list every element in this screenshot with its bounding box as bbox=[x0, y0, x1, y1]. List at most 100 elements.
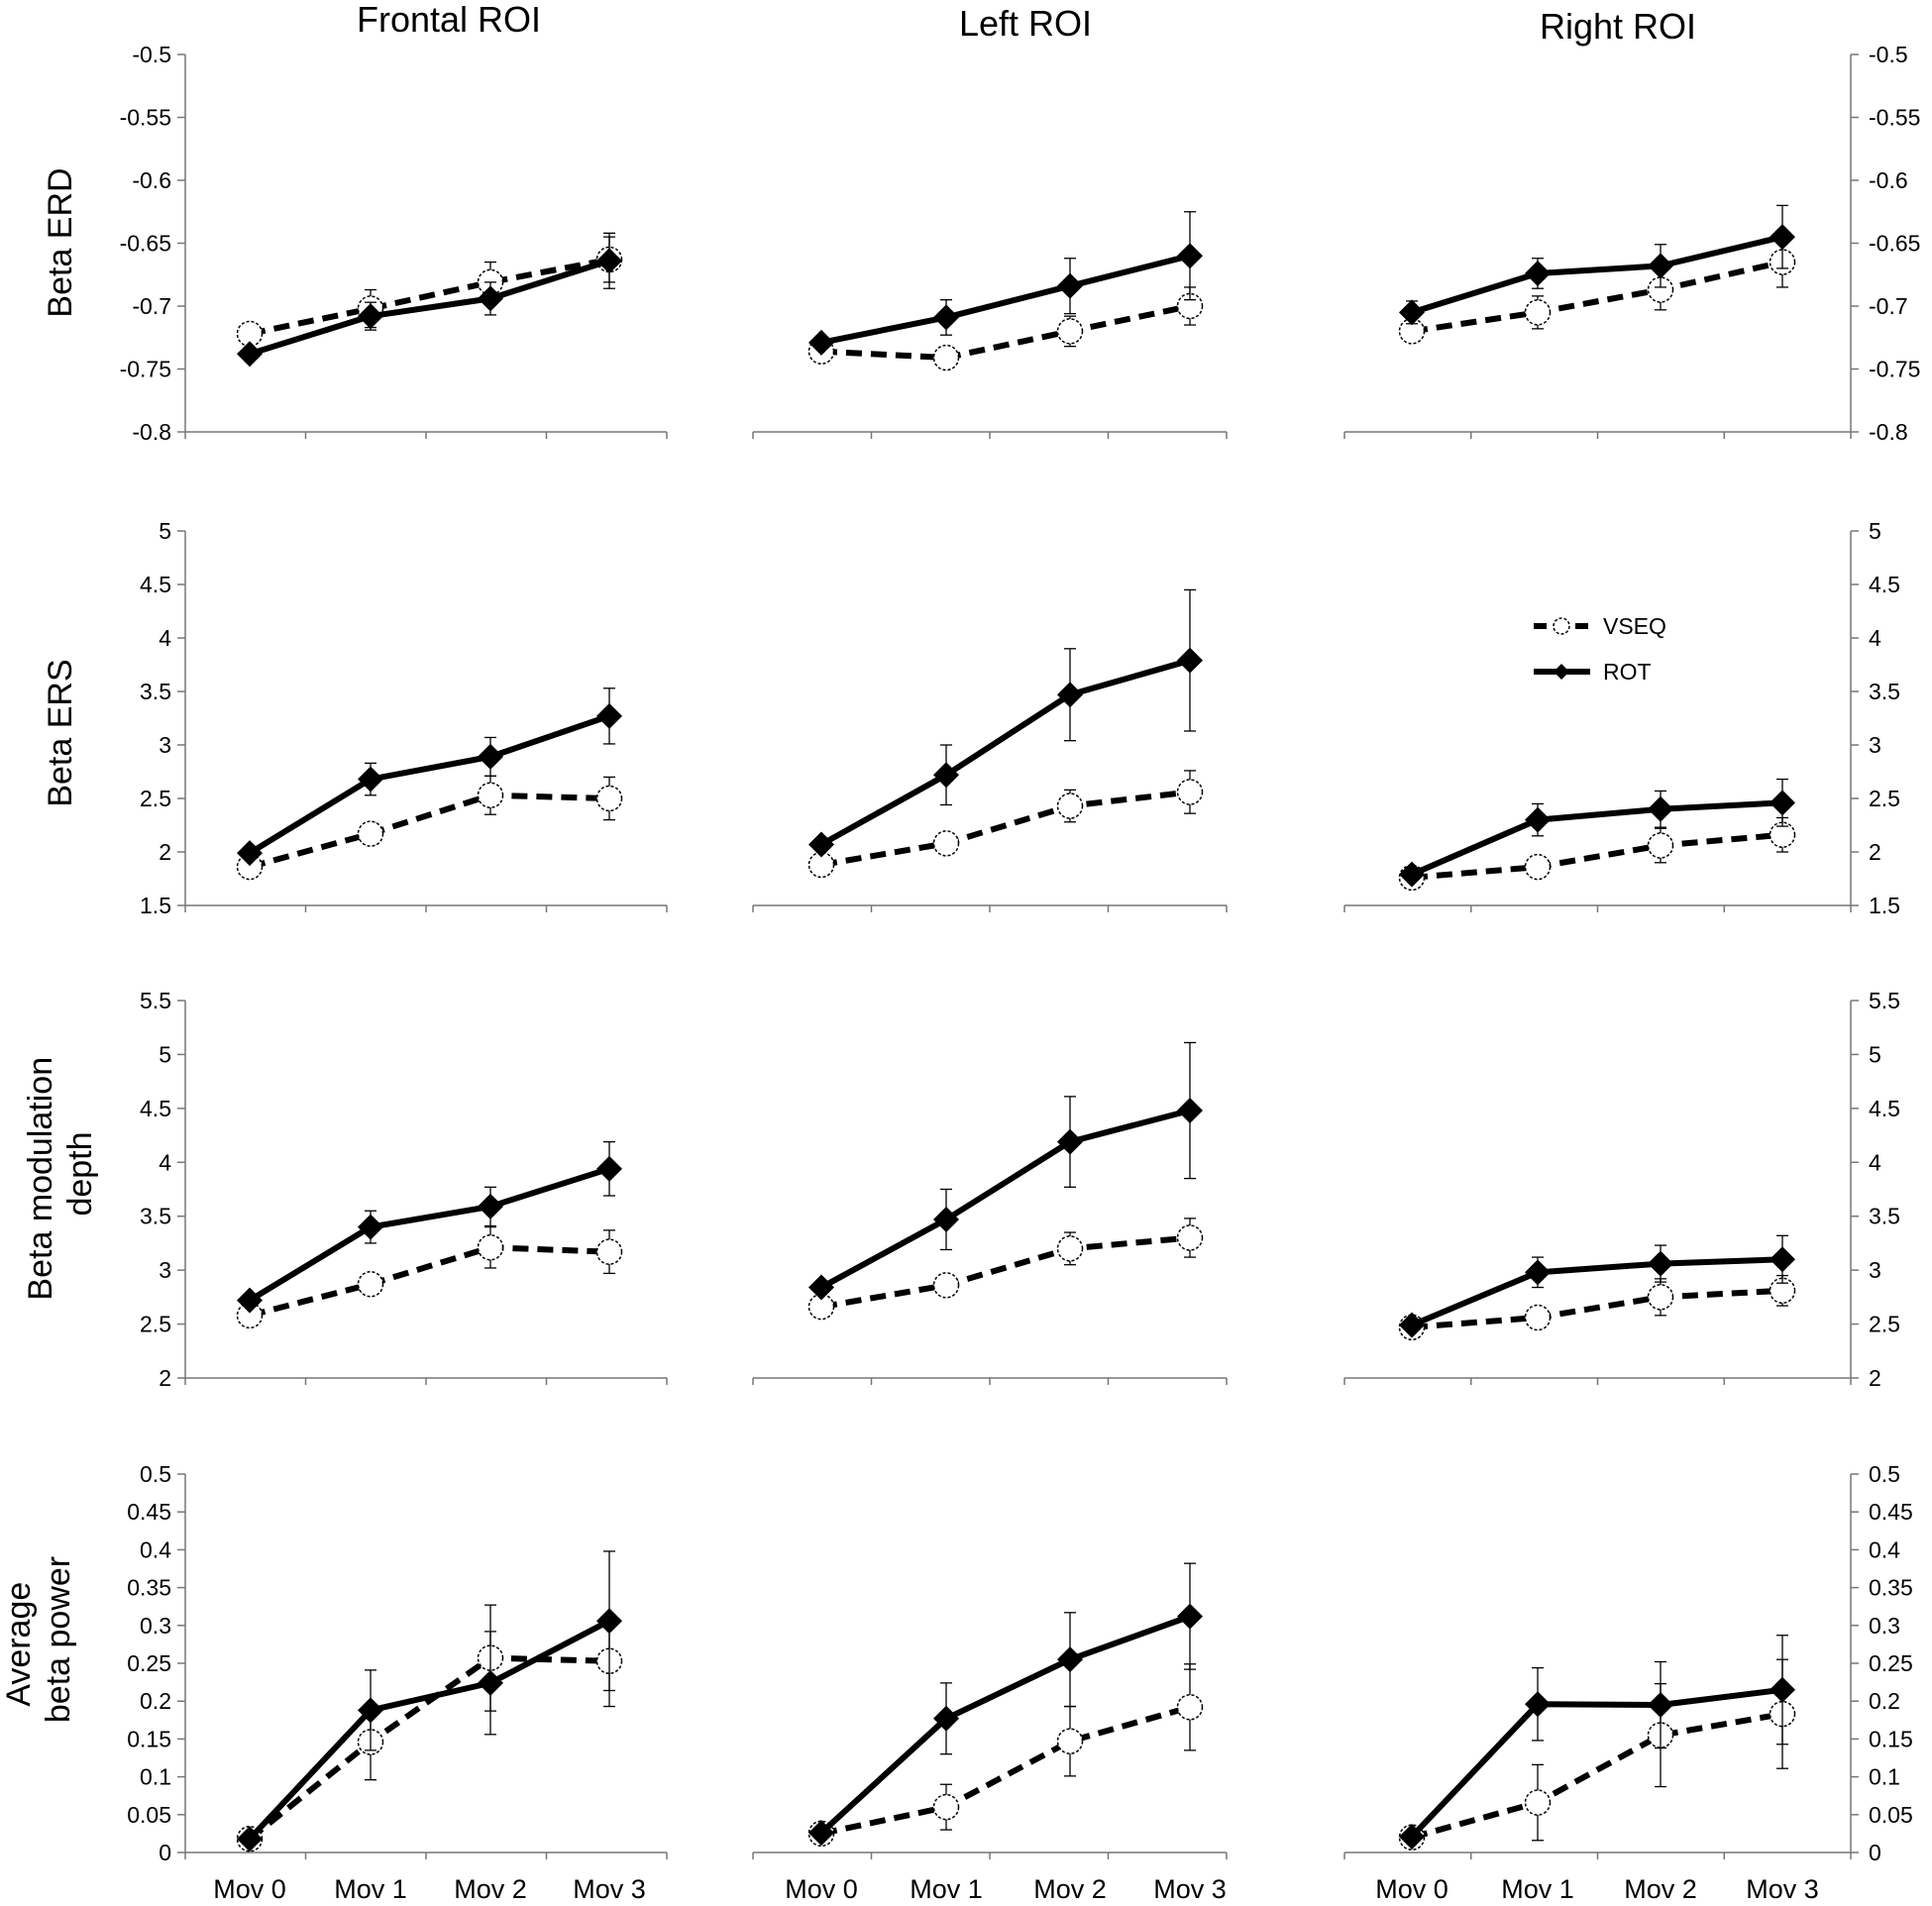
row-label-average-beta-power-line1: Average bbox=[0, 1582, 38, 1707]
y-tick-label: 2.5 bbox=[1869, 1312, 1900, 1337]
series-line bbox=[820, 1234, 1191, 1311]
y-tick-label: 5 bbox=[1869, 1041, 1881, 1067]
series-vseq bbox=[236, 236, 623, 348]
series-rot bbox=[808, 211, 1203, 356]
x-tick-label: Mov 2 bbox=[1624, 1874, 1697, 1904]
data-point-rot bbox=[1177, 647, 1203, 674]
data-point-rot bbox=[1525, 806, 1551, 833]
x-tick-label: Mov 2 bbox=[1033, 1874, 1107, 1904]
series-line bbox=[820, 303, 1191, 362]
x-tick-label: Mov 0 bbox=[785, 1874, 858, 1904]
chart-avg-frontal: 0.5 0.45 0.4 0.35 0.3 0.25 0.2 0.15 0.1 0.05 0 Mov … bbox=[127, 1461, 668, 1904]
series-line bbox=[1411, 1711, 1783, 1841]
y-tick-label: 5 bbox=[159, 1041, 171, 1067]
y-tick-label: 4.5 bbox=[1869, 572, 1900, 597]
series-line bbox=[1411, 259, 1783, 335]
series-vseq bbox=[1398, 236, 1796, 345]
y-tick-label: 0.4 bbox=[1869, 1536, 1900, 1562]
series-rot bbox=[808, 1041, 1203, 1301]
chart-ers-left bbox=[752, 588, 1228, 912]
data-point-vseq bbox=[357, 820, 384, 847]
row-label-beta-ers: Beta ERS bbox=[42, 659, 79, 806]
y-tick-label: 0.5 bbox=[1869, 1461, 1900, 1487]
series-vseq bbox=[807, 770, 1204, 879]
data-point-rot bbox=[1525, 1259, 1551, 1286]
data-point-rot bbox=[1057, 1646, 1083, 1673]
data-point-rot bbox=[358, 766, 383, 793]
series-line bbox=[249, 1244, 610, 1319]
legend: VSEQ ROT bbox=[1534, 613, 1666, 685]
y-tick-label: 0 bbox=[1869, 1840, 1881, 1865]
data-point-vseq bbox=[932, 1793, 960, 1821]
series-rot bbox=[237, 232, 622, 368]
data-point-rot bbox=[478, 1669, 503, 1696]
data-point-rot bbox=[1770, 790, 1795, 816]
data-point-rot bbox=[237, 1826, 263, 1853]
data-point-rot bbox=[1525, 260, 1551, 286]
chart-erd-frontal: -0.5 -0.55 -0.6 -0.65 -0.7 -0.75 -0.8 bbox=[120, 42, 668, 445]
data-point-rot bbox=[358, 1697, 383, 1724]
data-point-rot bbox=[1648, 253, 1673, 279]
y-tick-label: -0.8 bbox=[132, 419, 171, 445]
y-tick-label: 3.5 bbox=[1869, 679, 1900, 704]
series-line bbox=[1409, 1686, 1783, 1840]
y-tick-label: 2.5 bbox=[1869, 786, 1900, 811]
series-line bbox=[249, 257, 610, 337]
series-line bbox=[820, 253, 1191, 346]
y-tick-label: -0.75 bbox=[120, 357, 171, 382]
x-tick-label: Mov 3 bbox=[1746, 1874, 1819, 1904]
data-point-rot bbox=[933, 1206, 959, 1232]
data-point-vseq bbox=[1056, 318, 1084, 345]
series-rot bbox=[237, 1140, 622, 1314]
chart-erd-right: -0.5 -0.55 -0.6 -0.65 -0.7 -0.75 -0.8 bbox=[1343, 42, 1920, 445]
y-tick-label: 3.5 bbox=[140, 679, 171, 704]
y-tick-label: 0 bbox=[159, 1840, 171, 1865]
y-tick-label: 0.15 bbox=[127, 1726, 171, 1751]
y-tick-label: -0.5 bbox=[1869, 42, 1908, 67]
series-line bbox=[819, 657, 1191, 848]
data-point-vseq bbox=[1769, 821, 1796, 848]
series-rot bbox=[1399, 1234, 1795, 1338]
data-point-rot bbox=[596, 1155, 622, 1182]
series-line bbox=[1411, 1287, 1783, 1330]
y-tick-label: 4 bbox=[159, 625, 171, 651]
data-point-vseq bbox=[807, 1293, 835, 1321]
y-tick-label: 2 bbox=[1869, 1365, 1881, 1391]
data-point-rot bbox=[478, 285, 503, 312]
y-tick-label: 4.5 bbox=[140, 572, 171, 597]
y-tick-label: 4.5 bbox=[140, 1096, 171, 1121]
row-label-beta-erd-line1: Beta ERD bbox=[42, 167, 79, 317]
data-point-vseq bbox=[1524, 1789, 1552, 1816]
column-titles: Frontal ROI Left ROI Right ROI bbox=[357, 0, 1696, 47]
y-tick-label: 0.3 bbox=[140, 1613, 171, 1639]
chart-md-frontal: 5.5 5 4.5 4 3.5 3 2.5 2 bbox=[140, 988, 668, 1391]
y-tick-label: 1.5 bbox=[140, 893, 171, 918]
legend-rot-label: ROT bbox=[1603, 659, 1652, 685]
y-tick-label: 2.5 bbox=[140, 786, 171, 811]
row-labels: Beta ERD Beta ERS Beta modulation depth … bbox=[0, 167, 99, 1723]
series-rot bbox=[808, 1562, 1203, 1847]
data-point-rot bbox=[1057, 1128, 1083, 1155]
chart-ers-right: 5 4.5 4 3.5 3 2.5 2 1.5 bbox=[1343, 518, 1900, 918]
data-point-vseq bbox=[932, 830, 960, 857]
row-label-modulation-depth: Beta modulation depth bbox=[22, 1047, 99, 1300]
data-point-rot bbox=[808, 329, 834, 356]
chart-erd-left bbox=[752, 211, 1228, 439]
data-point-vseq bbox=[236, 853, 264, 881]
row-label-average-beta-power-line2: beta power bbox=[40, 1556, 77, 1723]
series-line bbox=[819, 1108, 1191, 1291]
y-tick-label: -0.5 bbox=[132, 42, 171, 67]
data-point-vseq bbox=[1398, 318, 1426, 345]
column-title-left: Left ROI bbox=[959, 3, 1092, 44]
column-title-frontal: Frontal ROI bbox=[357, 0, 541, 40]
data-point-rot bbox=[933, 762, 959, 789]
data-point-vseq bbox=[595, 1238, 623, 1265]
legend-vseq-marker bbox=[1553, 617, 1570, 635]
x-tick-label: Mov 0 bbox=[1375, 1874, 1449, 1904]
data-point-vseq bbox=[807, 851, 835, 879]
series-line bbox=[820, 1704, 1191, 1837]
data-point-rot bbox=[1057, 272, 1083, 299]
y-tick-label: 0.4 bbox=[140, 1536, 171, 1562]
data-point-rot bbox=[1648, 1250, 1673, 1277]
data-point-rot bbox=[1399, 1823, 1425, 1850]
